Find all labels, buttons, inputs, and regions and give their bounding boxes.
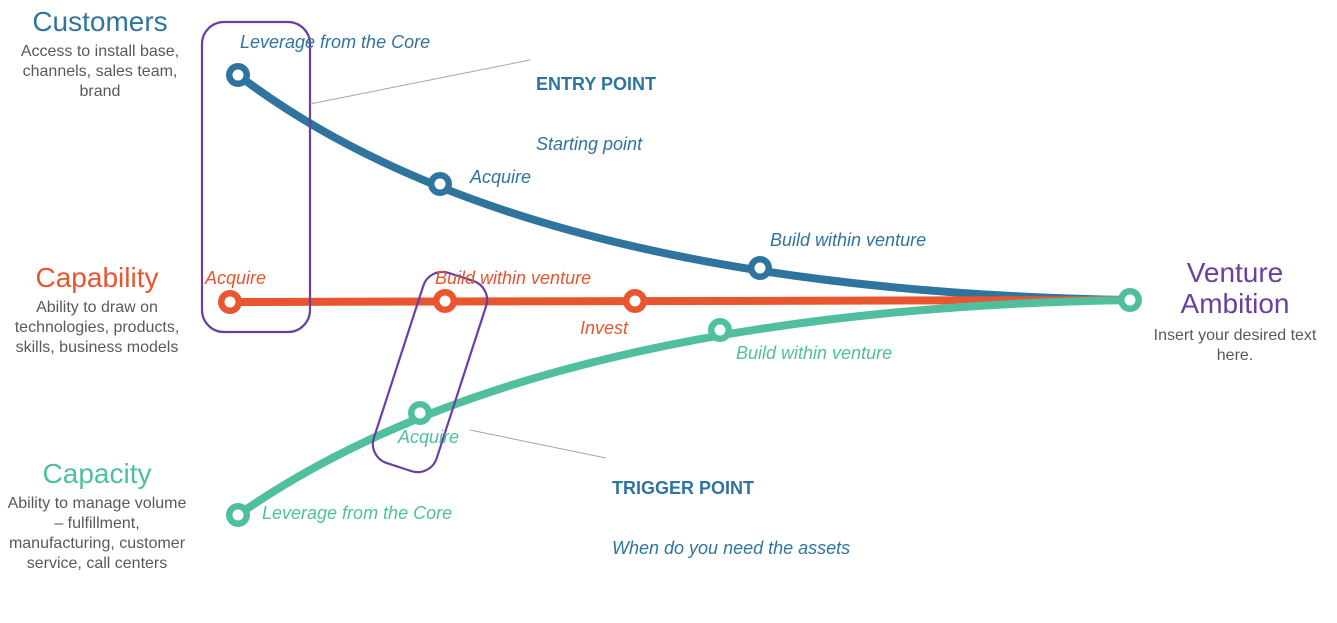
entry-leader-line <box>310 60 530 104</box>
left-label-customers: Customers Access to install base, channe… <box>5 6 195 102</box>
capacity-point-label-1: Acquire <box>398 427 459 449</box>
capability-point-label-2: Invest <box>580 318 628 340</box>
diagram-stage: Customers Access to install base, channe… <box>0 0 1337 623</box>
capacity-desc: Ability to manage volume – fulfillment, … <box>2 494 192 574</box>
customers-title: Customers <box>5 6 195 38</box>
customers-point-label-1: Acquire <box>470 167 531 189</box>
capacity-title: Capacity <box>2 458 192 490</box>
ambition-title: Venture Ambition <box>1145 258 1325 320</box>
callout-entry-title: ENTRY POINT <box>536 74 656 96</box>
trigger-leader-line <box>470 430 606 458</box>
capability-point-label-0: Acquire <box>205 268 266 290</box>
left-label-capability: Capability Ability to draw on technologi… <box>2 262 192 358</box>
ambition-desc: Insert your desired text here. <box>1145 326 1325 366</box>
customers-point-label-0: Leverage from the Core <box>240 32 430 54</box>
capacity-point-label-2: Build within venture <box>736 343 892 365</box>
callout-entry-sub: Starting point <box>536 134 656 156</box>
customers-desc: Access to install base, channels, sales … <box>5 42 195 102</box>
capability-point-label-1: Build within venture <box>435 268 591 290</box>
capacity-point-label-0: Leverage from the Core <box>262 503 452 525</box>
capability-title: Capability <box>2 262 192 294</box>
right-label-ambition: Venture Ambition Insert your desired tex… <box>1145 258 1325 366</box>
customers-curve <box>238 75 1130 300</box>
callout-trigger-sub: When do you need the assets <box>612 538 850 560</box>
callout-trigger-title: TRIGGER POINT <box>612 478 850 500</box>
customers-point-label-2: Build within venture <box>770 230 926 252</box>
callout-entry: ENTRY POINT Starting point <box>536 36 656 194</box>
left-label-capacity: Capacity Ability to manage volume – fulf… <box>2 458 192 574</box>
callout-trigger: TRIGGER POINT When do you need the asset… <box>612 440 850 598</box>
capability-desc: Ability to draw on technologies, product… <box>2 298 192 358</box>
